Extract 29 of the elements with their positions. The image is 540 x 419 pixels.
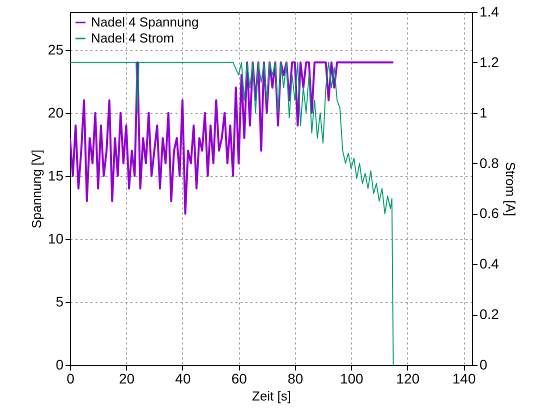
x-tick-label: 80	[288, 370, 304, 386]
y2-tick-label: 0.8	[480, 154, 500, 171]
x-tick-label: 120	[396, 370, 420, 386]
y2-tick-label: 0.6	[480, 205, 500, 222]
y-tick-label: 25	[48, 41, 64, 58]
y-tick-label: 10	[48, 230, 64, 246]
y-tick-label: 0	[56, 356, 64, 372]
y2-tick-label: 0	[480, 356, 488, 372]
x-tick-label: 140	[452, 370, 476, 386]
y-tick-label: 15	[48, 167, 64, 184]
y-tick-label: 20	[48, 104, 64, 120]
y-axis-title: Spannung [V]	[28, 150, 44, 228]
x-tick-label: 20	[118, 370, 135, 386]
y2-tick-label: 1.4	[480, 4, 500, 20]
y2-tick-label: 1	[480, 104, 488, 120]
x-tick-label: 60	[231, 370, 248, 386]
y-tick-label: 5	[56, 293, 64, 310]
x-tick-label: 40	[175, 370, 191, 386]
y2-axis-title: Strom [A]	[502, 162, 518, 216]
y2-tick-label: 1.2	[480, 54, 500, 70]
legend-label: Nadel 4 Strom	[91, 30, 174, 46]
x-axis-title: Zeit [s]	[252, 388, 292, 404]
legend-label: Nadel 4 Spannung	[91, 14, 199, 30]
line-series	[70, 62, 394, 365]
x-tick-label: 0	[66, 370, 75, 386]
x-tick-label: 100	[340, 370, 364, 386]
y2-tick-label: 0.4	[480, 256, 500, 272]
y2-tick-label: 0.2	[480, 306, 500, 322]
line-series	[70, 61, 394, 215]
